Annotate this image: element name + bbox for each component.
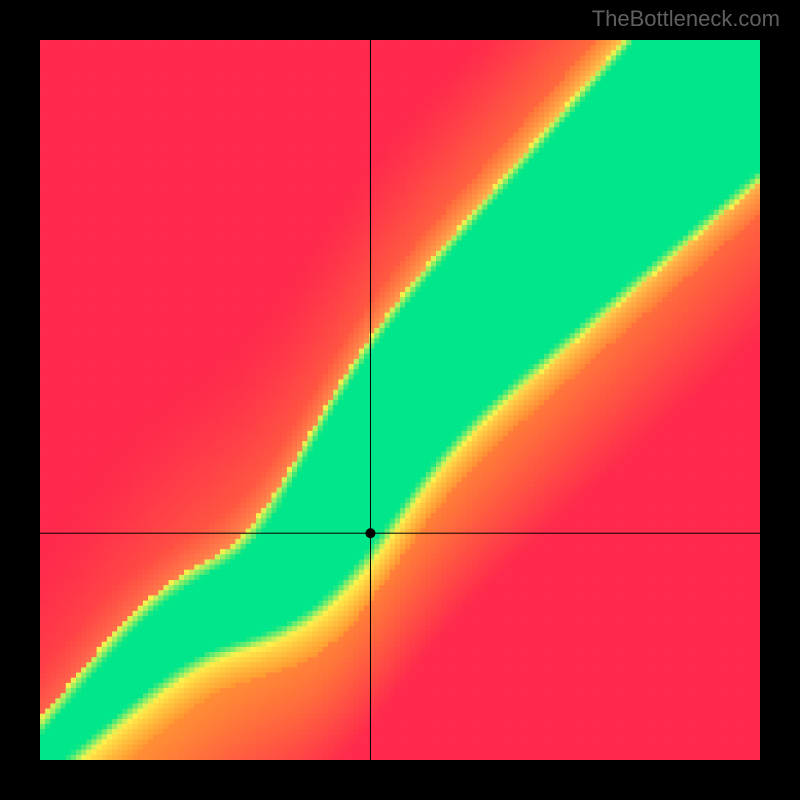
heatmap-plot [40,40,760,760]
chart-container: TheBottleneck.com [0,0,800,800]
heatmap-canvas [40,40,760,760]
watermark-text: TheBottleneck.com [592,6,780,32]
